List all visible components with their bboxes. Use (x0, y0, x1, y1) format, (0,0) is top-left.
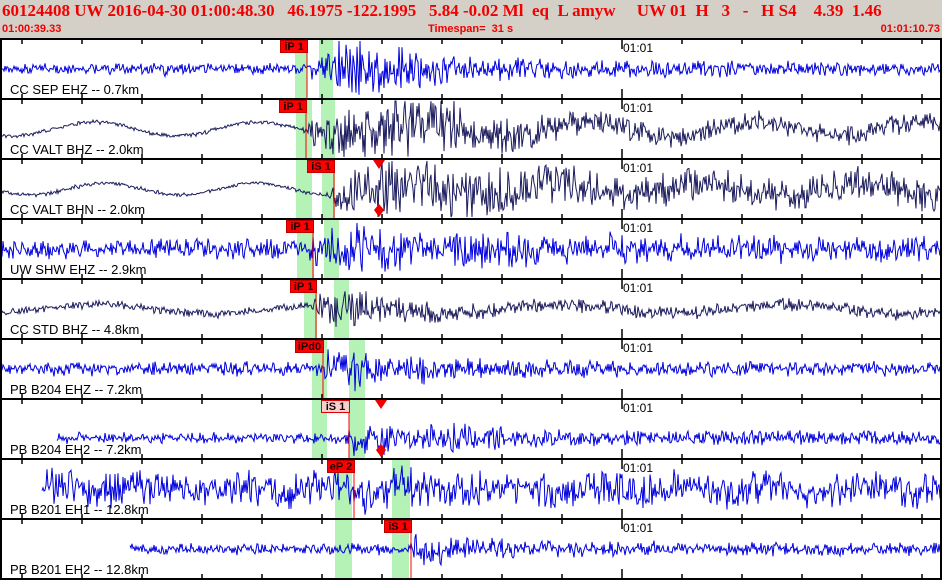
bottom-border (0, 578, 942, 580)
trace-panel-6[interactable]: iPd0 01:01 PB B204 EHZ -- 7.2km (2, 338, 940, 398)
arrival-window-band (319, 40, 333, 98)
phase-pick-flag[interactable]: iPd0 (295, 340, 324, 353)
waveform-plot[interactable] (2, 520, 940, 578)
station-channel-label: PB B201 EH1 -- 12.8km (10, 502, 149, 517)
phase-pick-flag[interactable]: iS 1 (384, 520, 412, 533)
arrival-window-band (335, 460, 352, 518)
seismogram-trace (129, 534, 940, 567)
arrival-window-band (349, 340, 365, 398)
phase-pick-flag[interactable]: iP 1 (290, 280, 317, 293)
phase-pick-flag[interactable]: eP 2 (327, 460, 355, 473)
waveform-plot[interactable] (2, 340, 940, 398)
station-channel-label: CC SEP EHZ -- 0.7km (10, 82, 140, 97)
arrival-window-band (296, 100, 312, 158)
trace-panel-5[interactable]: iP 1 01:01 CC STD BHZ -- 4.8km (2, 278, 940, 338)
waveform-plot[interactable] (2, 400, 940, 458)
seismogram-trace (2, 100, 940, 158)
hour-tick-label: 01:01 (623, 521, 654, 535)
waveform-plot[interactable] (2, 40, 940, 98)
station-channel-label: PB B204 EHZ -- 7.2km (10, 382, 143, 397)
hour-tick-label: 01:01 (623, 161, 654, 175)
trace-panel-3[interactable]: iS 1 01:01 CC VALT BHN -- 2.0km (2, 158, 940, 218)
time-ticks (21, 220, 923, 278)
seismogram-trace (2, 222, 940, 272)
trace-panel-9[interactable]: iS 1 01:01 PB B201 EH2 -- 12.8km (2, 518, 940, 578)
timespan-label: Timespan= 31 s (428, 23, 514, 35)
hour-tick-label: 01:01 (623, 221, 654, 235)
station-channel-label: PB B201 EH2 -- 12.8km (10, 562, 149, 577)
seismogram-trace (2, 349, 940, 392)
station-channel-label: CC VALT BHN -- 2.0km (10, 202, 146, 217)
time-ticks (21, 280, 923, 338)
time-ticks (21, 100, 923, 158)
coda-diamond-marker[interactable] (376, 444, 386, 457)
arrival-window-band (296, 160, 312, 218)
time-ticks (21, 520, 923, 578)
seismogram-trace (56, 422, 940, 456)
trace-panel-7[interactable]: iS 1 01:01 PB B204 EH2 -- 7.2km (2, 398, 940, 458)
coda-diamond-marker[interactable] (374, 204, 384, 217)
hour-tick-label: 01:01 (623, 41, 654, 55)
event-summary-text: 60124408 UW 2016-04-30 01:00:48.30 46.19… (2, 1, 882, 20)
hour-tick-label: 01:01 (623, 401, 654, 415)
waveform-plot[interactable] (2, 460, 940, 518)
seismogram-trace (2, 291, 940, 327)
waveform-plot[interactable] (2, 160, 940, 218)
trace-panel-1[interactable]: iP 1 01:01 CC SEP EHZ -- 0.7km (2, 38, 940, 98)
arrival-window-band (304, 280, 317, 338)
waveform-plot[interactable] (2, 280, 940, 338)
station-channel-label: PB B204 EH2 -- 7.2km (10, 442, 142, 457)
seismogram-trace (2, 160, 940, 218)
trace-panel-8[interactable]: eP 2 01:01 PB B201 EH1 -- 12.8km (2, 458, 940, 518)
waveform-plot[interactable] (2, 100, 940, 158)
arrival-window-band (392, 520, 409, 578)
phase-pick-flag[interactable]: iP 1 (279, 100, 307, 113)
station-channel-label: UW SHW EHZ -- 2.9km (10, 262, 147, 277)
hour-tick-label: 01:01 (623, 461, 654, 475)
hour-tick-label: 01:01 (623, 101, 654, 115)
coda-triangle-marker[interactable] (373, 160, 385, 169)
event-header: 60124408 UW 2016-04-30 01:00:48.30 46.19… (0, 0, 942, 22)
arrival-window-band (322, 160, 335, 218)
hour-tick-label: 01:01 (623, 341, 654, 355)
hour-tick-label: 01:01 (623, 281, 654, 295)
phase-pick-flag[interactable]: iS 1 (307, 160, 335, 173)
phase-pick-flag[interactable]: iP 1 (280, 40, 308, 53)
phase-pick-flag[interactable]: iP 1 (286, 220, 314, 233)
time-axis-bar: 01:00:39.33 Timespan= 31 s 01:01:10.73 (0, 22, 942, 38)
station-channel-label: CC STD BHZ -- 4.8km (10, 322, 140, 337)
time-ticks (21, 400, 923, 458)
window-start-time: 01:00:39.33 (2, 23, 62, 35)
station-channel-label: CC VALT BHZ -- 2.0km (10, 142, 144, 157)
waveform-plot[interactable] (2, 220, 940, 278)
waveform-panel-stack: iP 1 01:01 CC SEP EHZ -- 0.7km iP 1 01:01 CC … (0, 38, 942, 578)
phase-pick-flag[interactable]: iS 1 (321, 400, 350, 413)
time-ticks (21, 460, 923, 518)
trace-panel-2[interactable]: iP 1 01:01 CC VALT BHZ -- 2.0km (2, 98, 940, 158)
trace-panel-4[interactable]: iP 1 01:01 UW SHW EHZ -- 2.9km (2, 218, 940, 278)
arrival-window-band (335, 520, 352, 578)
coda-triangle-marker[interactable] (375, 400, 387, 409)
arrival-window-band (312, 400, 327, 458)
time-ticks (21, 40, 923, 98)
seismogram-trace (2, 40, 940, 95)
window-end-time: 01:01:10.73 (880, 23, 940, 35)
seismogram-trace (41, 465, 940, 515)
